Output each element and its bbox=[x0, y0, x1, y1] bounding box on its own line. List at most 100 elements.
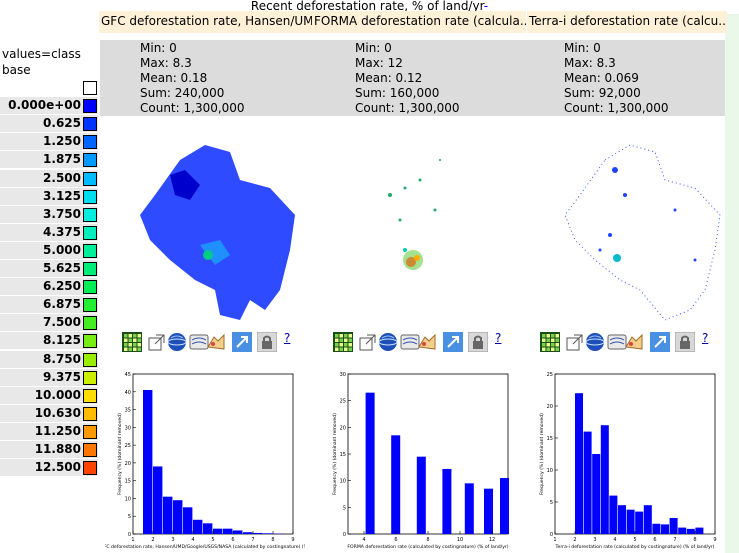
legend-row: 10.630 bbox=[0, 404, 98, 422]
export-icon[interactable] bbox=[358, 332, 378, 352]
toolbar-gfc: ? bbox=[122, 331, 302, 354]
legend-swatch bbox=[83, 388, 97, 403]
histogram-bar bbox=[442, 468, 452, 534]
histogram-bar bbox=[243, 532, 253, 534]
map-points bbox=[598, 167, 697, 262]
legend-swatch bbox=[83, 153, 97, 168]
map-terrai[interactable] bbox=[555, 140, 725, 330]
legend-swatch bbox=[83, 298, 97, 313]
legend-row: 6.875 bbox=[0, 296, 98, 314]
grid-icon[interactable] bbox=[333, 332, 353, 352]
histogram-bar bbox=[143, 390, 153, 534]
x-tick-label: 10 bbox=[457, 537, 463, 543]
legend-row: 0.000e+00 bbox=[0, 97, 98, 115]
legend-row: 1.875 bbox=[0, 151, 98, 169]
y-axis-label: Frequency (%) (dominant removed) bbox=[539, 413, 545, 495]
legend-swatch bbox=[83, 424, 97, 439]
map-layer-icon[interactable] bbox=[400, 332, 420, 352]
legend-swatch bbox=[83, 262, 97, 276]
legend-row: 8.125 bbox=[0, 332, 98, 350]
y-tick-label: 0 bbox=[343, 532, 346, 538]
histogram-bar bbox=[223, 528, 233, 534]
x-tick-label: 6 bbox=[231, 537, 234, 543]
grid-icon[interactable] bbox=[540, 332, 560, 352]
globe-icon[interactable] bbox=[378, 332, 398, 352]
lock-icon[interactable] bbox=[256, 331, 278, 353]
y-tick-label: 35 bbox=[125, 408, 131, 414]
stat-mean: Mean: 0.069 bbox=[564, 71, 639, 85]
histogram-bar bbox=[575, 393, 583, 534]
legend-row: 10.000 bbox=[0, 386, 98, 404]
link-arrow-icon[interactable] bbox=[443, 332, 463, 352]
legend-value: 10.000 bbox=[34, 387, 81, 402]
legend-swatch bbox=[83, 207, 97, 222]
map-hotspot bbox=[203, 250, 213, 260]
plot-frame bbox=[347, 373, 509, 535]
legend-header-line1: values=class bbox=[2, 47, 81, 61]
legend-swatch bbox=[83, 189, 97, 204]
page-title-text: Recent deforestation rate, % of land/yr bbox=[250, 0, 484, 13]
legend-swatch bbox=[83, 117, 97, 132]
map-layer-icon[interactable] bbox=[607, 332, 627, 352]
legend-swatch bbox=[83, 243, 97, 258]
legend-value: 10.630 bbox=[34, 405, 81, 420]
map-forma[interactable] bbox=[345, 140, 515, 330]
legend-swatch bbox=[83, 370, 97, 385]
y-tick-label: 0 bbox=[128, 532, 131, 538]
histogram-bar bbox=[484, 488, 493, 534]
link-arrow-icon[interactable] bbox=[650, 332, 670, 352]
x-tick-label: 5 bbox=[211, 537, 214, 543]
y-tick-label: 40 bbox=[125, 390, 131, 396]
legend-swatch bbox=[83, 461, 97, 476]
layer-title-terrai[interactable]: Terra-i deforestation rate (calcu.. bbox=[527, 11, 727, 33]
histogram-bar bbox=[233, 530, 243, 534]
stamp-icon[interactable] bbox=[624, 332, 644, 352]
stamp-icon[interactable] bbox=[206, 332, 226, 352]
layer-title-gfc[interactable]: GFC deforestation rate, Hansen/UM.. bbox=[99, 11, 314, 33]
x-tick-label: 9 bbox=[291, 537, 294, 543]
legend-value: 6.875 bbox=[43, 297, 81, 312]
stat-sum: Sum: 160,000 bbox=[355, 86, 440, 100]
export-icon[interactable] bbox=[565, 332, 585, 352]
lock-icon[interactable] bbox=[674, 331, 696, 353]
y-tick-label: 20 bbox=[547, 404, 553, 410]
link-arrow-icon[interactable] bbox=[232, 332, 252, 352]
help-link[interactable]: ? bbox=[284, 331, 291, 345]
legend-swatch bbox=[83, 334, 97, 349]
histogram-bar bbox=[661, 524, 669, 534]
export-icon[interactable] bbox=[147, 332, 167, 352]
x-tick-label: 3 bbox=[593, 537, 596, 543]
right-side-panel bbox=[725, 14, 739, 553]
stat-sum: Sum: 240,000 bbox=[140, 86, 225, 100]
x-tick-label: 2 bbox=[151, 537, 154, 543]
map-gfc[interactable] bbox=[130, 140, 300, 330]
stat-sum: Sum: 92,000 bbox=[564, 86, 641, 100]
stamp-icon[interactable] bbox=[417, 332, 437, 352]
help-link[interactable]: ? bbox=[495, 331, 502, 345]
grid-icon[interactable] bbox=[122, 332, 142, 352]
stat-mean: Mean: 0.18 bbox=[140, 71, 208, 85]
x-tick-label: 2 bbox=[573, 537, 576, 543]
globe-icon[interactable] bbox=[167, 332, 187, 352]
page-title-link[interactable]: - bbox=[483, 0, 489, 13]
x-tick-label: 7 bbox=[251, 537, 254, 543]
map-layer-icon[interactable] bbox=[189, 332, 209, 352]
histogram-bar bbox=[592, 454, 601, 534]
layer-title-forma[interactable]: FORMA deforestation rate (calcula.. bbox=[312, 11, 526, 33]
legend-value: 2.500 bbox=[43, 170, 81, 185]
legend-value: 7.500 bbox=[43, 315, 81, 330]
x-tick-label: 8 bbox=[271, 537, 274, 543]
legend-value: 4.375 bbox=[43, 224, 81, 239]
stat-max: Max: 8.3 bbox=[564, 56, 616, 70]
y-tick-label: 5 bbox=[550, 500, 553, 506]
x-tick-label: 4 bbox=[191, 537, 194, 543]
lock-icon[interactable] bbox=[467, 331, 489, 353]
histogram-bar bbox=[652, 523, 661, 534]
help-link[interactable]: ? bbox=[702, 331, 709, 345]
histogram-bar bbox=[263, 533, 273, 534]
legend-row: 6.250 bbox=[0, 278, 98, 296]
legend-row: 7.500 bbox=[0, 314, 98, 332]
legend-value: 8.750 bbox=[43, 351, 81, 366]
stat-max: Max: 12 bbox=[355, 56, 403, 70]
globe-icon[interactable] bbox=[585, 332, 605, 352]
